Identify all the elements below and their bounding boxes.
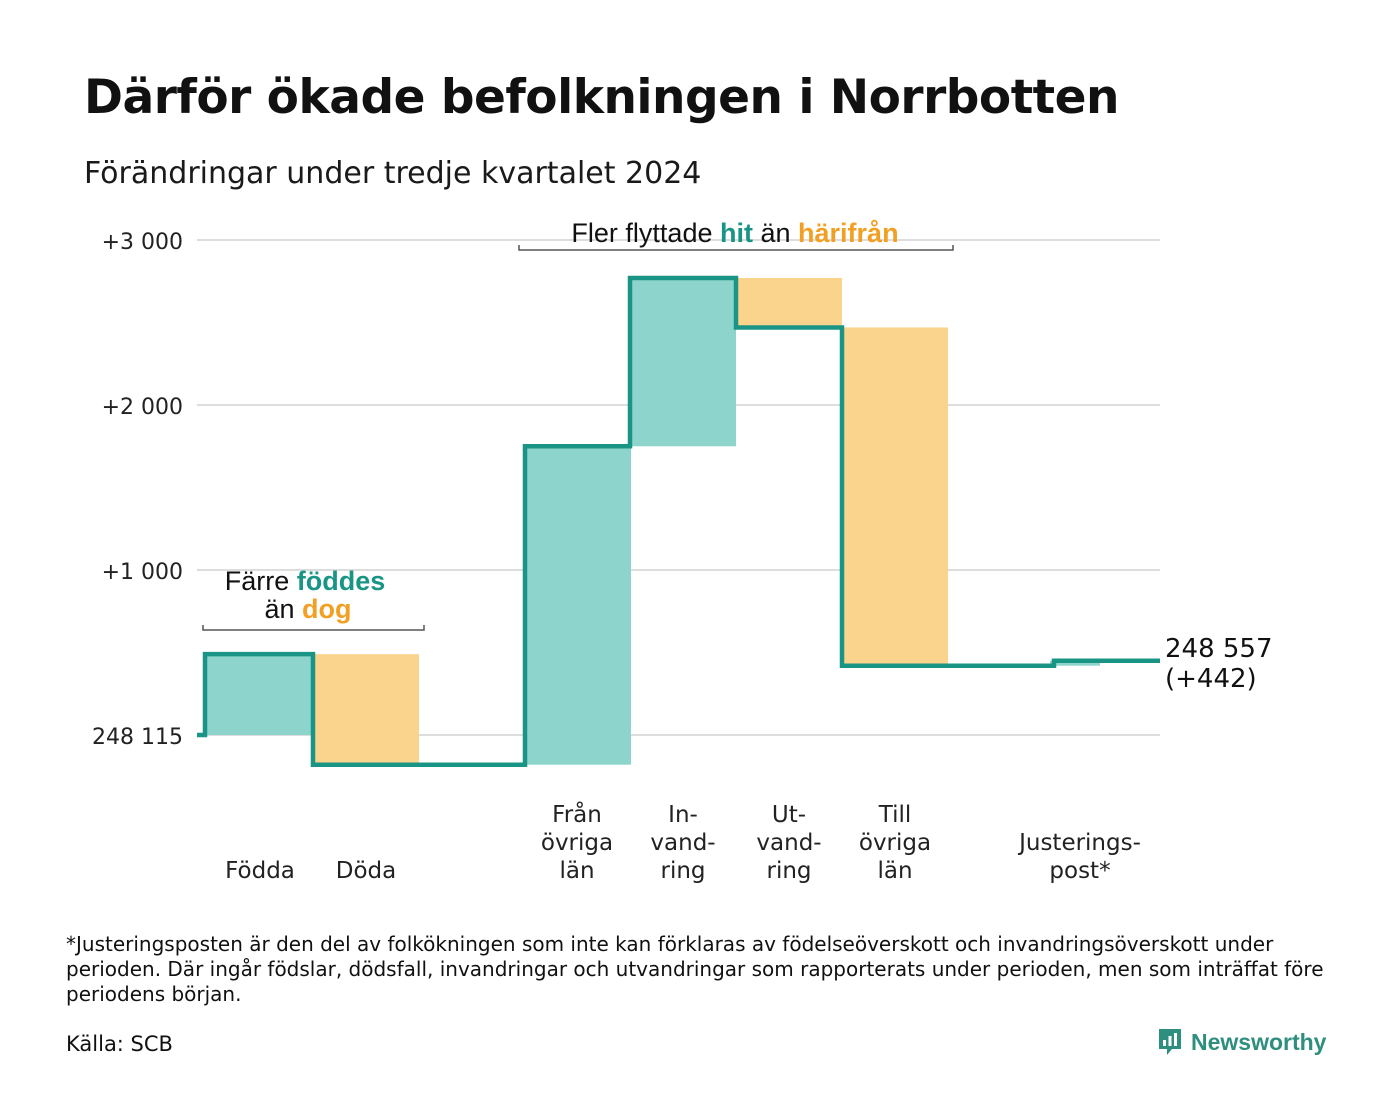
y-tick-label: +3 000 <box>102 230 183 255</box>
x-category-label-line: Döda <box>336 858 396 884</box>
annotation-text-part: hit <box>720 218 753 248</box>
x-category-label: Födda <box>225 858 295 884</box>
end-population-value: 248 557 <box>1165 634 1273 664</box>
x-category-label: Från övriga län <box>541 800 613 884</box>
annotation-births-line2: än dog <box>264 594 351 624</box>
x-category-label-line: vand- <box>650 830 715 856</box>
footnote: *Justeringsposten är den del av folkökni… <box>66 932 1324 1006</box>
x-category-label-line: ring <box>660 858 705 884</box>
annotation-bracket <box>202 625 425 631</box>
x-category-label-line: post* <box>1049 858 1110 884</box>
x-category-label-line: övriga <box>541 830 613 856</box>
y-tick-label: +1 000 <box>102 560 183 585</box>
waterfall-bar <box>842 327 948 666</box>
x-category-label-line: Justerings- <box>1017 830 1141 856</box>
waterfall-bar <box>736 277 842 328</box>
source-label: Källa: SCB <box>66 1032 173 1056</box>
x-category-label-line: Från <box>552 800 602 828</box>
x-category-label-line: Födda <box>225 858 295 884</box>
annotation-migration: Fler flyttade hit än härifrån <box>571 218 898 248</box>
brand-logo[interactable]: Newsworthy <box>1157 1027 1326 1057</box>
waterfall-bar <box>630 277 736 447</box>
x-category-label: Döda <box>336 858 396 884</box>
annotation-text-part: härifrån <box>798 218 899 248</box>
x-category-label: Ut-vand-ring <box>756 802 821 884</box>
waterfall-bar <box>525 446 631 765</box>
x-category-label-line: Till <box>878 802 912 828</box>
end-population-change: (+442) <box>1165 664 1257 694</box>
x-category-label-line: Ut- <box>772 802 806 828</box>
annotation-bracket <box>518 245 954 251</box>
annotation-text: än <box>264 594 302 624</box>
x-category-label-line: övriga <box>859 830 931 856</box>
newsworthy-logo-icon <box>1159 1029 1181 1055</box>
x-category-label-line: län <box>559 858 594 884</box>
annotation-births-line1: Färre föddes <box>225 566 386 596</box>
annotation-highlight-fodde: föddes <box>297 566 386 596</box>
annotation-text-part: Fler flyttade <box>571 218 720 248</box>
y-tick-label: +2 000 <box>102 395 183 420</box>
y-tick-label: 248 115 <box>92 725 183 750</box>
running-total-line <box>197 275 1160 767</box>
annotation-text: Färre <box>225 566 297 596</box>
chart-title: Därför ökade befolkningen i Norrbotten <box>84 70 1120 125</box>
waterfall-bar <box>205 654 311 735</box>
chart-subtitle: Förändringar under tredje kvartalet 2024 <box>84 156 702 191</box>
x-category-label: In-vand-ring <box>650 802 715 884</box>
annotation-text-part: än <box>753 218 798 248</box>
waterfall-bar <box>313 654 419 765</box>
waterfall-bar <box>1050 660 1100 666</box>
x-category-label-line: län <box>877 858 912 884</box>
x-category-label-line: ring <box>766 858 811 884</box>
brand-name: Newsworthy <box>1191 1028 1327 1055</box>
x-category-label-line: In- <box>668 802 698 828</box>
annotation-highlight-dog: dog <box>302 594 351 624</box>
x-category-label-line: vand- <box>756 830 821 856</box>
x-category-label: Till övriga län <box>859 802 931 884</box>
x-category-label: Justerings-post* <box>1017 830 1141 884</box>
